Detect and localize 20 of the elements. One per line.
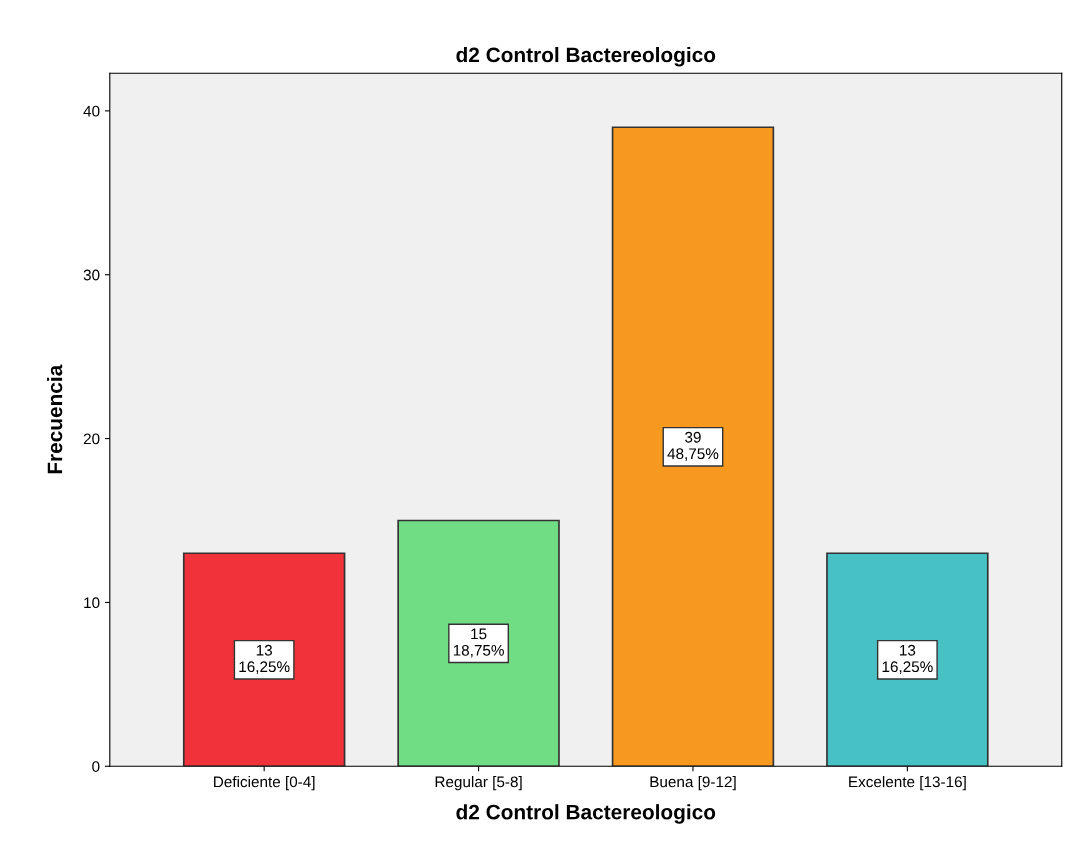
- data-label: 39 48,75%: [667, 431, 719, 461]
- y-axis-title: Frecuencia: [47, 364, 63, 474]
- data-label: 13 16,25%: [239, 644, 290, 674]
- bar: [826, 552, 989, 767]
- x-tick-label: Excelente [13-16]: [849, 776, 966, 791]
- y-tick-label: 10: [84, 597, 100, 609]
- x-tick-label: Deficiente [0-4]: [214, 776, 315, 791]
- y-tick-label: 20: [83, 433, 100, 445]
- x-tick-label: Buena [9-12]: [650, 776, 736, 791]
- bar: [397, 519, 560, 767]
- bar: [182, 552, 346, 767]
- y-tick-label: 30: [83, 269, 100, 281]
- bar: [611, 126, 775, 767]
- data-label: 15 18,75%: [453, 628, 504, 658]
- x-tick-label: Regular [5-8]: [435, 776, 522, 791]
- y-tick-label: 40: [83, 105, 100, 117]
- y-tick-label: 0: [92, 761, 100, 772]
- data-label: 13 16,25%: [882, 644, 933, 674]
- chart-title: d2 Control Bactereologico: [456, 46, 716, 67]
- x-axis-title: d2 Control Bactereologico: [456, 804, 716, 824]
